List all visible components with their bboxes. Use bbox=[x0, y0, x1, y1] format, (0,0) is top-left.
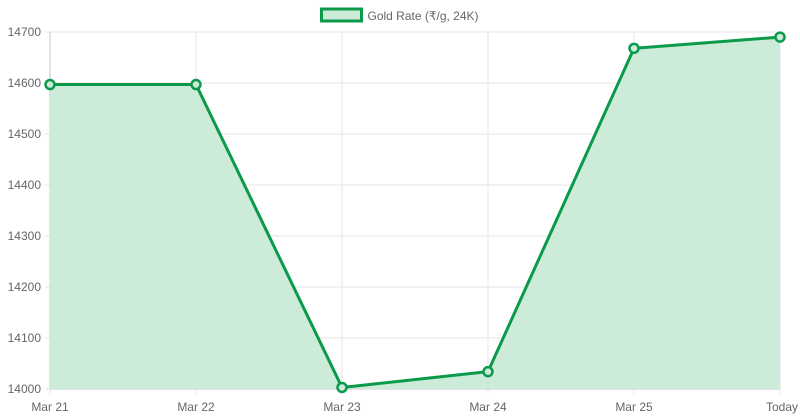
data-point[interactable] bbox=[44, 78, 56, 91]
x-tick-label: Mar 23 bbox=[323, 400, 361, 414]
y-axis-ticks: 14000 14100 14200 14300 14400 14500 14600 14700 bbox=[8, 25, 42, 396]
series-area bbox=[50, 37, 780, 389]
data-point[interactable] bbox=[628, 42, 640, 55]
data-point[interactable] bbox=[482, 365, 494, 378]
y-tick-label: 14600 bbox=[8, 76, 42, 90]
y-tick-label: 14500 bbox=[8, 127, 42, 141]
data-point[interactable] bbox=[190, 78, 202, 91]
data-point[interactable] bbox=[336, 381, 348, 394]
x-tick-label: Mar 22 bbox=[177, 400, 215, 414]
x-axis-ticks: Mar 21 Mar 22 Mar 23 Mar 24 Mar 25 Today bbox=[31, 400, 798, 414]
y-tick-label: 14700 bbox=[8, 25, 42, 39]
x-tick-label: Mar 25 bbox=[615, 400, 653, 414]
y-tick-label: 14000 bbox=[8, 382, 42, 396]
data-point[interactable] bbox=[774, 31, 786, 43]
y-tick-label: 14200 bbox=[8, 280, 42, 294]
x-tick-label: Mar 21 bbox=[31, 400, 69, 414]
series-points bbox=[44, 31, 786, 394]
y-tick-label: 14400 bbox=[8, 178, 42, 192]
x-tick-label: Mar 24 bbox=[469, 400, 507, 414]
legend[interactable]: Gold Rate (₹/g, 24K) bbox=[319, 7, 479, 23]
series-line-group bbox=[50, 35, 781, 389]
y-tick-label: 14100 bbox=[8, 331, 42, 345]
legend-swatch[interactable] bbox=[319, 7, 363, 23]
legend-label[interactable]: Gold Rate (₹/g, 24K) bbox=[367, 9, 478, 23]
y-tick-label: 14300 bbox=[8, 229, 42, 243]
series-line bbox=[50, 35, 781, 389]
x-tick-label: Today bbox=[766, 400, 798, 414]
series-area-fill bbox=[50, 37, 780, 389]
